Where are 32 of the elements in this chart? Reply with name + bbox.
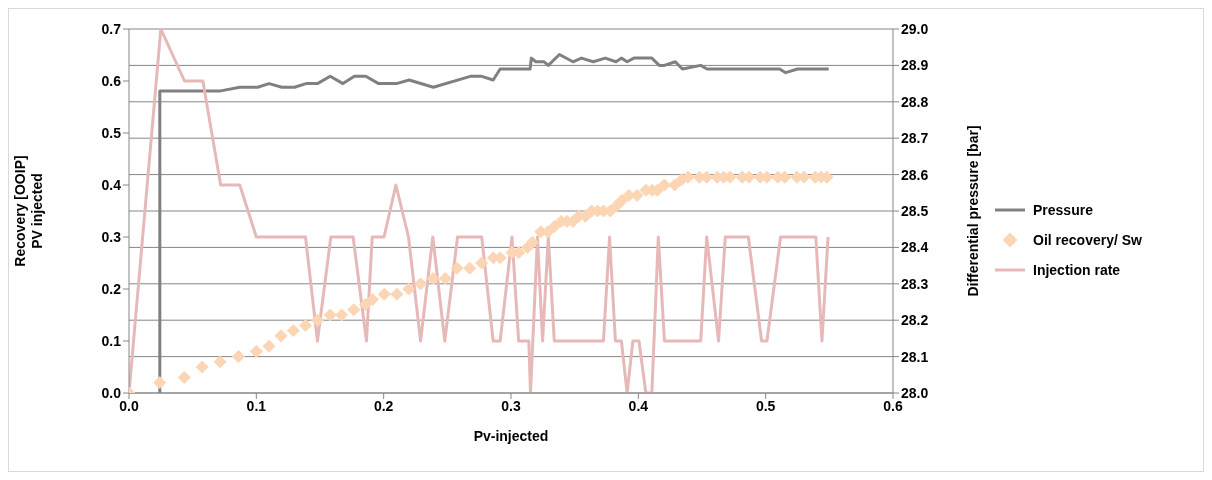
x-tick-label: 0.0: [119, 397, 139, 414]
x-tick-label: 0.4: [628, 397, 649, 414]
y2-tick-label: 28.3: [901, 275, 929, 292]
legend-label: Pressure: [1033, 202, 1093, 218]
y2-tick-label: 28.8: [901, 93, 929, 110]
legend-label: Oil recovery/ Sw: [1033, 232, 1142, 248]
y2-tick-label: 29.0: [901, 20, 929, 37]
x-tick-label: 0.1: [246, 397, 267, 414]
y2-tick-label: 28.4: [901, 239, 929, 256]
y-tick-label: 0.0: [101, 384, 122, 401]
legend-label: Injection rate: [1033, 262, 1121, 278]
y2-tick-label: 28.5: [901, 202, 929, 219]
y-tick-label: 0.1: [101, 332, 122, 349]
y2-tick-label: 28.1: [901, 348, 929, 365]
x-tick-label: 0.3: [501, 397, 521, 414]
y2-tick-label: 28.9: [901, 57, 929, 74]
x-tick-label: 0.6: [883, 397, 903, 414]
x-axis-title: Pv-injected: [473, 428, 549, 444]
x-tick-label: 0.5: [755, 397, 776, 414]
y2-tick-label: 28.0: [901, 384, 929, 401]
y-tick-label: 0.3: [101, 228, 122, 245]
x-tick-label: 0.2: [373, 397, 394, 414]
y2-tick-label: 28.2: [901, 312, 929, 329]
y-tick-label: 0.4: [101, 176, 122, 193]
y2-tick-label: 28.7: [901, 130, 929, 147]
y-tick-label: 0.5: [101, 124, 122, 141]
y2-tick-label: 28.6: [901, 166, 929, 183]
y-axis-title: Recovery [OOIP] PV injected: [12, 155, 45, 267]
y2-axis-title: Differential pressure [bar]: [964, 125, 981, 297]
y-tick-label: 0.2: [101, 280, 122, 297]
y-tick-label: 0.7: [101, 20, 122, 37]
y-tick-label: 0.6: [101, 72, 122, 89]
